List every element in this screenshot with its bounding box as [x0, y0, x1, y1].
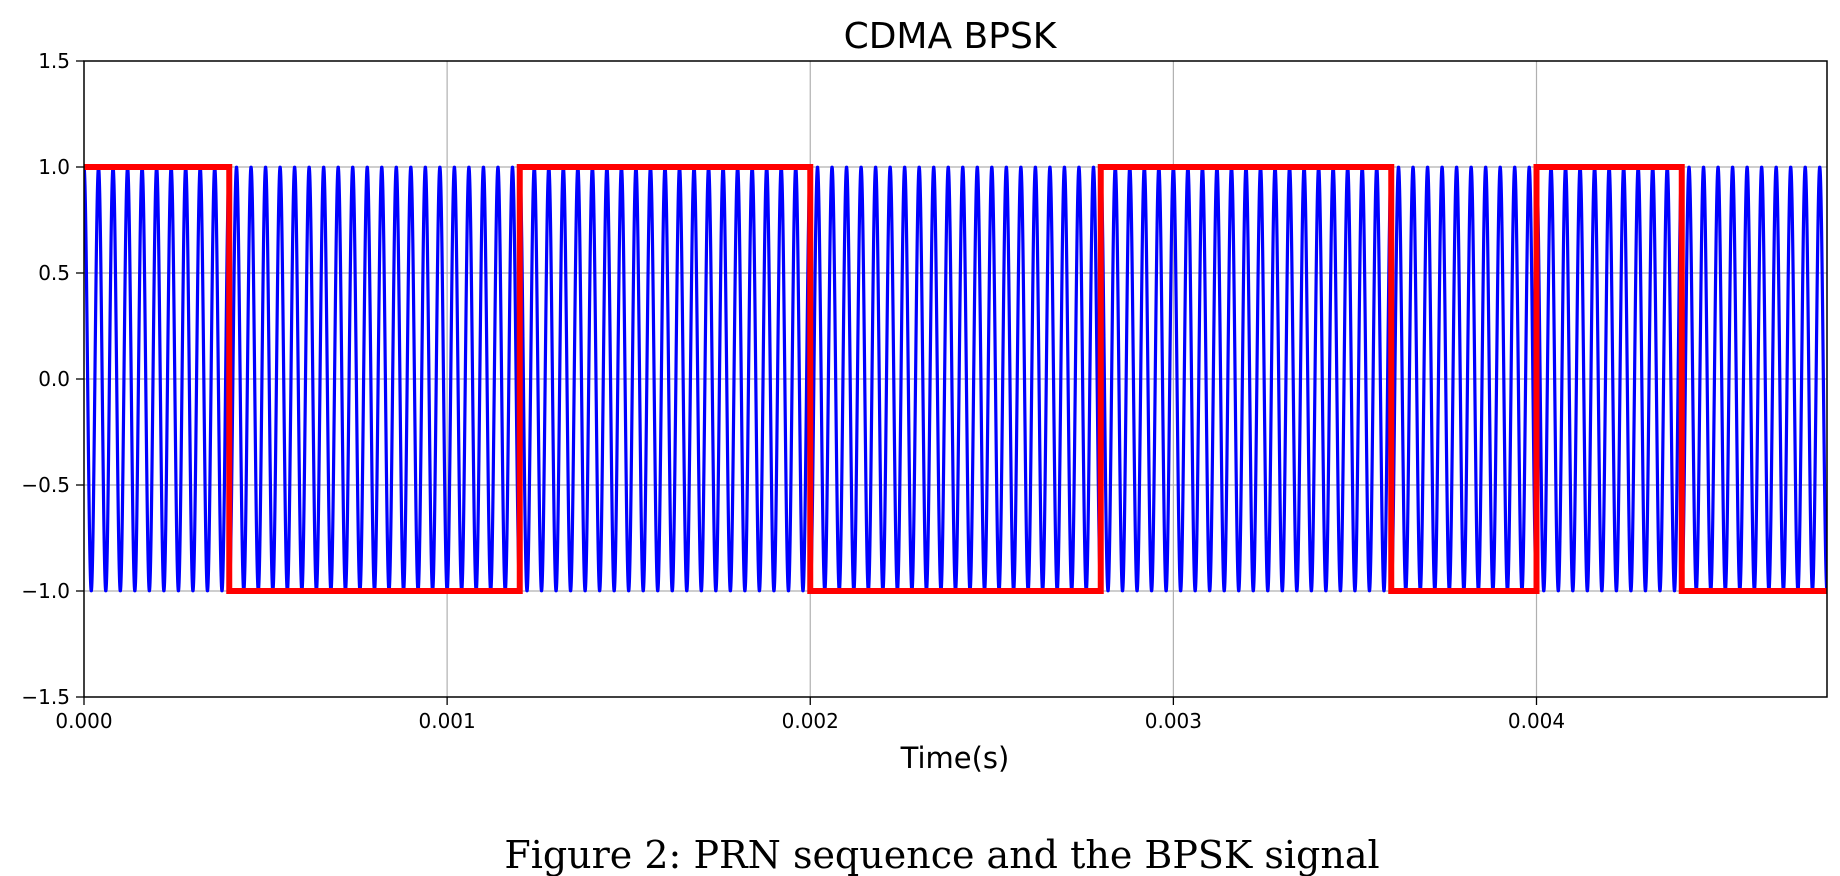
figure-caption: Figure 2: PRN sequence and the BPSK sign… — [504, 833, 1379, 876]
y-tick-label: −1.0 — [21, 579, 70, 603]
y-tick-label: 1.5 — [38, 49, 70, 73]
x-tick-label: 0.002 — [782, 709, 839, 733]
y-tick-label: 0.5 — [38, 261, 70, 285]
y-tick-label: 0.0 — [38, 367, 70, 391]
x-tick-label: 0.000 — [55, 709, 112, 733]
x-tick-label: 0.003 — [1145, 709, 1202, 733]
chart-title: CDMA BPSK — [844, 16, 1058, 57]
x-axis-ticks: 0.000 0.001 0.002 0.003 0.004 — [55, 697, 1565, 733]
y-axis-ticks: 1.5 1.0 0.5 0.0 −0.5 −1.0 −1.5 — [21, 49, 84, 709]
y-tick-label: −0.5 — [21, 473, 70, 497]
y-tick-label: −1.5 — [21, 685, 70, 709]
plot-area — [84, 164, 1827, 594]
x-tick-label: 0.001 — [418, 709, 475, 733]
x-axis-label: Time(s) — [900, 741, 1010, 775]
series-prn-sequence — [84, 164, 1827, 594]
y-tick-label: 1.0 — [38, 155, 70, 179]
x-tick-label: 0.004 — [1508, 709, 1565, 733]
